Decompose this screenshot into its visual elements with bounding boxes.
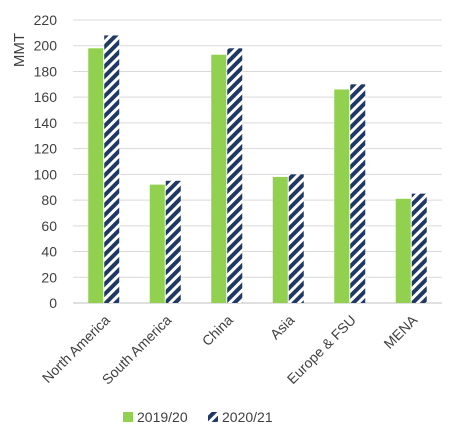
legend-swatch-2020-21	[208, 412, 218, 422]
bars	[88, 35, 427, 304]
bar-mena-2020-21	[411, 193, 427, 303]
bar-south-america-2020-21	[165, 180, 181, 303]
bar-asia-2019-20	[272, 176, 288, 303]
x-tick-label-mena: MENA	[380, 311, 420, 351]
y-tick-label-140: 140	[34, 115, 58, 131]
y-tick-label-200: 200	[34, 38, 58, 54]
y-tick-label-60: 60	[41, 218, 57, 234]
legend-label-2019-20: 2019/20	[137, 409, 188, 425]
bar-south-america-2019-20	[149, 184, 165, 303]
bar-asia-2020-21	[288, 174, 304, 303]
y-tick-label-120: 120	[34, 141, 58, 157]
y-axis-title: MMT	[11, 33, 28, 67]
bar-europe-fsu-2019-20	[334, 89, 350, 303]
gridlines	[73, 19, 442, 304]
y-tick-label-40: 40	[41, 244, 57, 260]
bar-north-america-2019-20	[88, 48, 104, 303]
legend-swatch-2019-20	[123, 412, 133, 422]
y-tick-label-160: 160	[34, 89, 58, 105]
x-tick-label-china: China	[199, 312, 236, 349]
y-tick-label-80: 80	[41, 192, 57, 208]
legend: 2019/20 2020/21	[123, 409, 273, 425]
y-tick-label-20: 20	[41, 269, 57, 285]
y-tick-label-180: 180	[34, 63, 58, 79]
bar-china-2019-20	[211, 54, 227, 304]
legend-label-2020-21: 2020/21	[222, 409, 273, 425]
y-tick-label-0: 0	[49, 295, 57, 311]
y-tick-label-100: 100	[34, 166, 58, 182]
x-tick-label-asia: Asia	[267, 312, 298, 343]
bar-north-america-2020-21	[104, 35, 120, 303]
bar-mena-2019-20	[395, 198, 411, 303]
bar-china-2020-21	[227, 48, 243, 303]
y-tick-label-220: 220	[34, 12, 58, 28]
bar-europe-fsu-2020-21	[350, 84, 366, 304]
y-tick-labels: 0 20 40 60 80 100 120 140 160 180 200 220	[34, 12, 58, 311]
